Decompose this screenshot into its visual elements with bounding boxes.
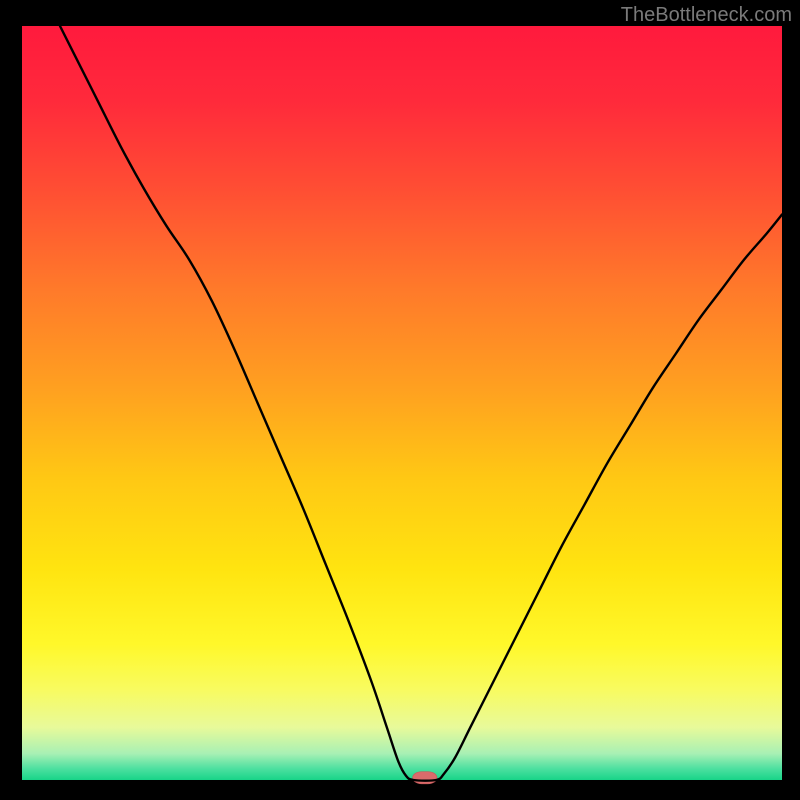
chart-container: TheBottleneck.com — [0, 0, 800, 800]
sweet-spot-marker — [413, 772, 437, 784]
chart-gradient-background — [22, 26, 782, 780]
watermark-label: TheBottleneck.com — [621, 4, 792, 27]
bottleneck-curve-chart — [0, 0, 800, 800]
